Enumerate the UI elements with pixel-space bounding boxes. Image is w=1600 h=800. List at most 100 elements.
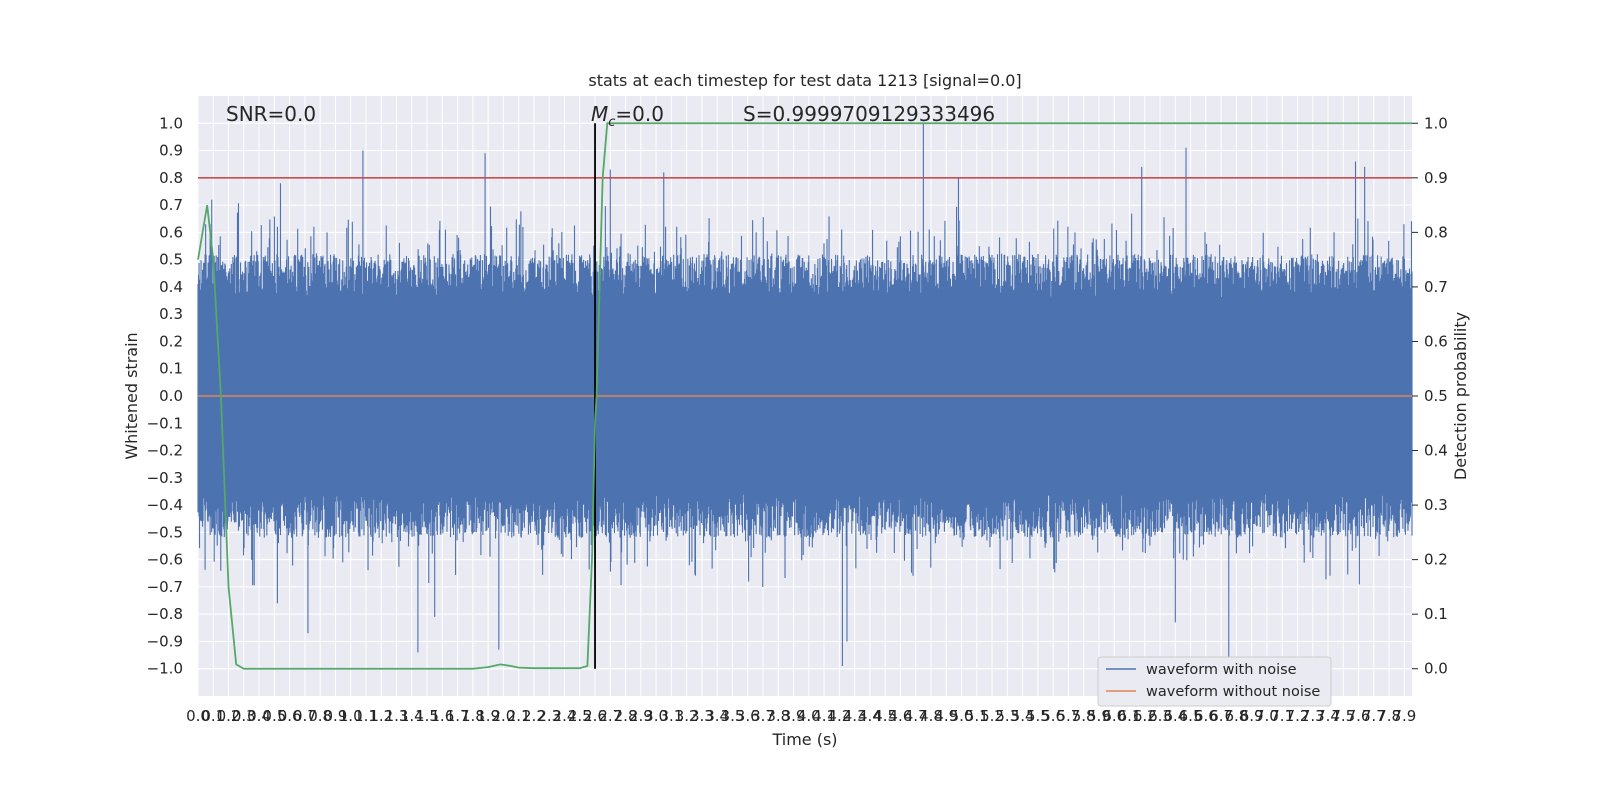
y-left-tick-label: 1.0 <box>159 114 183 132</box>
y-left-tick-label: −0.6 <box>147 551 183 569</box>
x-tick-label: 3.8 <box>766 707 790 725</box>
x-tick-label: 4.3 <box>843 707 867 725</box>
y-right-tick-label: 0.0 <box>1424 660 1448 678</box>
y-left-tick-label: 0.7 <box>159 196 183 214</box>
y-left-tick-label: 0.5 <box>159 251 183 269</box>
x-tick-label: 3.3 <box>690 707 714 725</box>
chirp-mass-subscript: c <box>608 115 615 130</box>
chirp-mass-value: =0.0 <box>615 102 664 126</box>
x-tick-label: 6.5 <box>1179 707 1203 725</box>
x-tick-label: 1.6 <box>430 707 454 725</box>
x-tick-label: 6.6 <box>1194 707 1218 725</box>
x-tick-label: 5.9 <box>1087 707 1111 725</box>
x-tick-label: 3.2 <box>675 707 699 725</box>
detection-probability-line <box>197 122 1412 670</box>
y-left-tick-label: 0.0 <box>159 387 183 405</box>
y-right-axis-label: Detection probability <box>1451 312 1470 480</box>
x-tick-label: 0.6 <box>278 707 302 725</box>
x-tick-label: 2.7 <box>598 707 622 725</box>
y-left-tick-label: 0.1 <box>159 360 183 378</box>
y-left-tick-label: −0.1 <box>147 414 183 432</box>
x-tick-label: 2.1 <box>507 707 531 725</box>
x-tick-label: 7.7 <box>1362 707 1386 725</box>
x-tick-label: 2.0 <box>491 707 515 725</box>
x-tick-label: 5.8 <box>1072 707 1096 725</box>
x-tick-label: 3.7 <box>751 707 775 725</box>
x-tick-label: 6.8 <box>1224 707 1248 725</box>
y-left-tick-labels: −1.0 −0.9 −0.8 −0.7 −0.6 −0.5 −0.4 −0.3 −0.2 −0.1… <box>147 114 183 677</box>
x-tick-label: 7.3 <box>1301 707 1325 725</box>
x-tick-label: 5.3 <box>995 707 1019 725</box>
x-tick-label: 1.8 <box>461 707 485 725</box>
y-left-tick-label: −0.5 <box>147 523 183 541</box>
x-tick-label: 0.0 <box>186 707 210 725</box>
x-tick-label: 3.1 <box>659 707 683 725</box>
y-left-tick-label: −0.7 <box>147 578 183 596</box>
x-tick-label: 7.1 <box>1270 707 1294 725</box>
y-left-tick-label: −0.3 <box>147 469 183 487</box>
y-right-tick-label: 0.6 <box>1424 332 1448 350</box>
y-left-tick-label: −0.4 <box>147 496 183 514</box>
y-left-tick-label: 0.4 <box>159 278 183 296</box>
y-left-tick-label: 0.9 <box>159 142 183 160</box>
y-left-axis-label: Whitened strain <box>122 332 141 459</box>
x-tick-label: 7.2 <box>1286 707 1310 725</box>
x-tick-label: 3.9 <box>782 707 806 725</box>
x-tick-label: 1.4 <box>400 707 424 725</box>
y-left-tick-label: 0.6 <box>159 223 183 241</box>
y-right-tick-label: 0.2 <box>1424 551 1448 569</box>
chart-title: stats at each timestep for test data 121… <box>588 71 1021 90</box>
y-left-tick-label: 0.3 <box>159 305 183 323</box>
legend: waveform with noise waveform without noi… <box>1097 656 1332 707</box>
y-left-tick-label: −0.9 <box>147 632 183 650</box>
x-tick-label: 4.5 <box>873 707 897 725</box>
x-tick-label: 4.2 <box>827 707 851 725</box>
x-tick-label: 5.4 <box>1011 707 1035 725</box>
y-right-tick-label: 0.1 <box>1424 605 1448 623</box>
x-tick-label: 2.2 <box>522 707 546 725</box>
s-annotation: S=0.9999709129333496 <box>743 102 995 126</box>
x-tick-label: 0.9 <box>324 707 348 725</box>
x-tick-label: 2.4 <box>553 707 577 725</box>
y-right-tick-label: 1.0 <box>1424 114 1448 132</box>
x-tick-label: 4.8 <box>919 707 943 725</box>
x-tick-label: 7.0 <box>1255 707 1279 725</box>
x-tick-label: 0.7 <box>293 707 317 725</box>
snr-annotation: SNR=0.0 <box>226 102 316 126</box>
x-tick-label: 2.9 <box>629 707 653 725</box>
x-tick-label: 2.6 <box>583 707 607 725</box>
x-tick-label: 7.8 <box>1377 707 1401 725</box>
x-tick-label: 2.5 <box>568 707 592 725</box>
x-tick-label: 5.6 <box>1041 707 1065 725</box>
x-tick-label: 6.1 <box>1118 707 1142 725</box>
x-tick-label: 5.1 <box>965 707 989 725</box>
x-tick-label: 4.0 <box>797 707 821 725</box>
x-tick-label: 0.1 <box>201 707 225 725</box>
x-tick-label: 1.9 <box>476 707 500 725</box>
y-right-tick-label: 0.9 <box>1424 169 1448 187</box>
x-tick-label: 6.0 <box>1102 707 1126 725</box>
y-left-tick-label: 0.2 <box>159 332 183 350</box>
x-tick-label: 5.0 <box>950 707 974 725</box>
x-tick-label: 5.5 <box>1026 707 1050 725</box>
chirp-mass-symbol: M <box>591 102 608 126</box>
x-tick-label: 0.4 <box>247 707 271 725</box>
x-tick-label: 7.9 <box>1392 707 1416 725</box>
series-lines <box>197 122 1412 670</box>
legend-label-waveform-with-noise: waveform with noise <box>1146 662 1297 678</box>
x-tick-label: 7.6 <box>1347 707 1371 725</box>
legend-box <box>1097 656 1332 707</box>
x-tick-label: 4.9 <box>934 707 958 725</box>
x-tick-label: 1.7 <box>446 707 470 725</box>
x-tick-label: 1.1 <box>354 707 378 725</box>
y-left-tick-label: −0.2 <box>147 442 183 460</box>
x-tick-label: 7.5 <box>1331 707 1355 725</box>
x-tick-label: 5.7 <box>1056 707 1080 725</box>
x-tick-label: 1.5 <box>415 707 439 725</box>
x-tick-label: 1.0 <box>339 707 363 725</box>
x-tick-label: 4.6 <box>889 707 913 725</box>
x-tick-label: 6.7 <box>1209 707 1233 725</box>
x-tick-label: 1.3 <box>385 707 409 725</box>
y-left-tick-label: 0.8 <box>159 169 183 187</box>
x-tick-label: 6.9 <box>1240 707 1264 725</box>
